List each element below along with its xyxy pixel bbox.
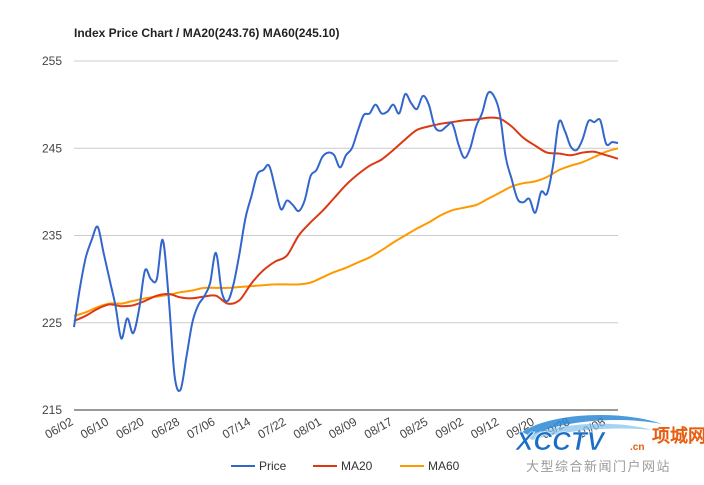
x-tick-label: 06/20	[113, 414, 146, 441]
legend-label: Price	[259, 459, 287, 473]
y-tick-label: 235	[42, 229, 62, 243]
grid-lines	[74, 60, 618, 411]
y-tick-label: 225	[42, 316, 62, 330]
watermark-domain-suffix: .cn	[630, 442, 644, 453]
watermark-site-name: 项城网	[652, 425, 704, 446]
series-line-price	[73, 90, 619, 393]
series-line-ma20	[73, 116, 619, 322]
x-tick-label: 07/06	[184, 414, 217, 441]
y-tick-label: 255	[42, 54, 62, 68]
x-tick-label: 06/02	[42, 414, 75, 441]
chart-title: Index Price Chart / MA20(243.76) MA60(24…	[74, 26, 340, 40]
legend: Price MA20 MA60	[231, 459, 460, 473]
x-tick-label: 08/01	[291, 414, 324, 441]
logo-swoosh-icon	[522, 414, 662, 436]
x-tick-label: 08/17	[362, 414, 395, 441]
watermark-brand: XCCTV	[514, 426, 607, 456]
y-axis-tick-labels: 215 225 235 245 255	[42, 54, 62, 417]
x-tick-label: 09/02	[433, 414, 466, 441]
series-lines	[73, 90, 619, 393]
x-tick-label: 08/09	[326, 414, 359, 441]
legend-label: MA20	[341, 459, 373, 473]
x-tick-label: 07/14	[220, 414, 253, 441]
watermark-logo: XCCTV .cn 项城网 大型综合新闻门户网站	[514, 414, 704, 474]
watermark-tagline: 大型综合新闻门户网站	[526, 459, 671, 474]
x-tick-label: 06/10	[78, 414, 111, 441]
y-tick-label: 245	[42, 141, 62, 155]
x-tick-label: 08/25	[397, 414, 430, 441]
x-tick-label: 09/12	[468, 414, 501, 441]
legend-label: MA60	[428, 459, 460, 473]
y-tick-label: 215	[42, 403, 62, 417]
series-line-ma60	[73, 147, 619, 317]
logo-swoosh-icon	[526, 423, 652, 440]
x-tick-label: 06/28	[149, 414, 182, 441]
x-tick-label: 07/22	[255, 414, 288, 441]
